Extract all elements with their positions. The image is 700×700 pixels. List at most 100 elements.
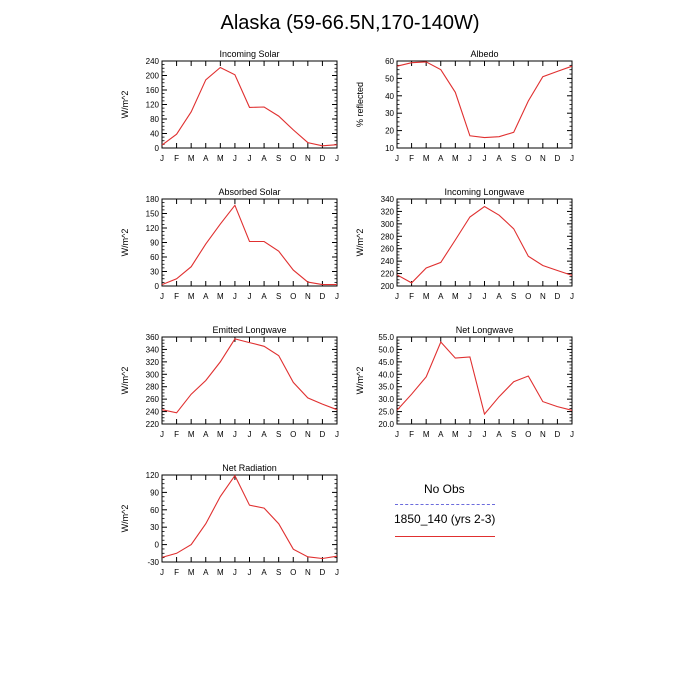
x-tick-label: D	[320, 568, 326, 577]
x-tick-label: M	[452, 154, 459, 163]
x-tick-label: J	[483, 292, 487, 301]
x-tick-label: J	[233, 154, 237, 163]
x-tick-label: J	[335, 430, 339, 439]
chart-panel-5: Emitted Longwave W/m^2 220 240 260 280 300 320 3…	[120, 325, 339, 439]
y-tick-label: 25.0	[378, 408, 394, 417]
x-tick-label: S	[276, 292, 281, 301]
x-tick-label: A	[261, 430, 267, 439]
x-tick-label: N	[305, 430, 311, 439]
y-tick-label: 320	[381, 207, 395, 216]
x-tick-label: J	[570, 430, 574, 439]
series-line	[161, 338, 338, 414]
x-tick-label: A	[496, 292, 502, 301]
plot-frame	[396, 60, 573, 149]
x-tick-label: J	[248, 292, 252, 301]
y-tick-label: 300	[146, 370, 160, 379]
x-tick-label: J	[233, 292, 237, 301]
x-tick-label: A	[261, 154, 267, 163]
x-tick-label: F	[409, 430, 414, 439]
y-tick-label: 60	[150, 253, 159, 262]
y-axis-label: % reflected	[355, 82, 365, 127]
y-tick-label: 280	[146, 383, 160, 392]
y-tick-label: 200	[146, 72, 160, 81]
legend-line-model	[395, 536, 495, 537]
chart-panel-4: Incoming Longwave W/m^2 200 220 240 260 280 300…	[355, 187, 574, 301]
y-axis-label: W/m^2	[120, 505, 130, 533]
figure-title: Alaska (59-66.5N,170-140W)	[220, 12, 480, 34]
y-tick-label: 0	[155, 144, 160, 153]
x-tick-label: J	[468, 292, 472, 301]
y-tick-label: 30.0	[378, 395, 394, 404]
x-tick-label: O	[290, 292, 296, 301]
y-tick-label: 220	[381, 270, 395, 279]
y-tick-label: 240	[146, 57, 160, 66]
y-tick-label: 60	[385, 57, 394, 66]
x-tick-label: M	[188, 154, 195, 163]
x-tick-label: J	[483, 430, 487, 439]
y-tick-label: 20	[385, 127, 394, 136]
plot-title: Incoming Longwave	[444, 187, 524, 197]
x-tick-label: F	[409, 292, 414, 301]
series-line	[161, 66, 338, 147]
x-tick-label: A	[203, 568, 209, 577]
x-tick-label: J	[335, 154, 339, 163]
plot-title: Net Radiation	[222, 463, 277, 473]
x-tick-label: J	[468, 430, 472, 439]
x-tick-label: D	[555, 430, 561, 439]
y-tick-label: 180	[146, 195, 160, 204]
y-tick-label: 0	[155, 282, 160, 291]
y-axis-label: W/m^2	[120, 367, 130, 395]
x-tick-label: M	[188, 292, 195, 301]
y-axis-label: W/m^2	[120, 229, 130, 257]
x-tick-label: O	[290, 430, 296, 439]
x-tick-label: O	[525, 430, 531, 439]
x-tick-label: J	[160, 430, 164, 439]
x-tick-label: D	[320, 292, 326, 301]
series-line	[396, 205, 573, 284]
x-tick-label: F	[409, 154, 414, 163]
x-tick-label: A	[438, 430, 444, 439]
series-line	[161, 204, 337, 286]
x-tick-label: O	[525, 292, 531, 301]
x-tick-label: D	[320, 154, 326, 163]
x-tick-label: J	[395, 430, 399, 439]
x-tick-label: S	[276, 568, 281, 577]
series-line	[161, 474, 338, 560]
x-tick-label: J	[483, 154, 487, 163]
y-tick-label: 340	[146, 345, 160, 354]
x-tick-label: N	[540, 430, 546, 439]
plot-frame	[161, 336, 338, 425]
x-tick-label: F	[174, 568, 179, 577]
x-tick-label: M	[452, 292, 459, 301]
x-tick-label: A	[203, 430, 209, 439]
y-tick-label: 120	[146, 471, 160, 480]
x-tick-label: D	[555, 154, 561, 163]
x-tick-label: J	[248, 154, 252, 163]
plot-frame	[396, 198, 573, 287]
x-tick-label: N	[540, 292, 546, 301]
y-tick-label: 90	[150, 488, 159, 497]
x-tick-label: M	[423, 154, 430, 163]
x-tick-label: F	[174, 430, 179, 439]
x-tick-label: J	[160, 292, 164, 301]
y-tick-label: 220	[146, 420, 160, 429]
y-tick-label: 40	[150, 130, 159, 139]
series-line	[396, 61, 573, 139]
y-tick-label: 45.0	[378, 358, 394, 367]
x-tick-label: A	[203, 154, 209, 163]
y-tick-label: 160	[146, 86, 160, 95]
legend-line-obs	[395, 504, 495, 505]
x-tick-label: S	[511, 154, 516, 163]
plot-frame	[161, 60, 338, 149]
plot-title: Absorbed Solar	[218, 187, 280, 197]
x-tick-label: J	[468, 154, 472, 163]
plot-title: Emitted Longwave	[212, 325, 286, 335]
x-tick-label: J	[160, 154, 164, 163]
y-tick-label: 30	[150, 268, 159, 277]
y-tick-label: 10	[385, 144, 394, 153]
x-tick-label: M	[217, 568, 224, 577]
